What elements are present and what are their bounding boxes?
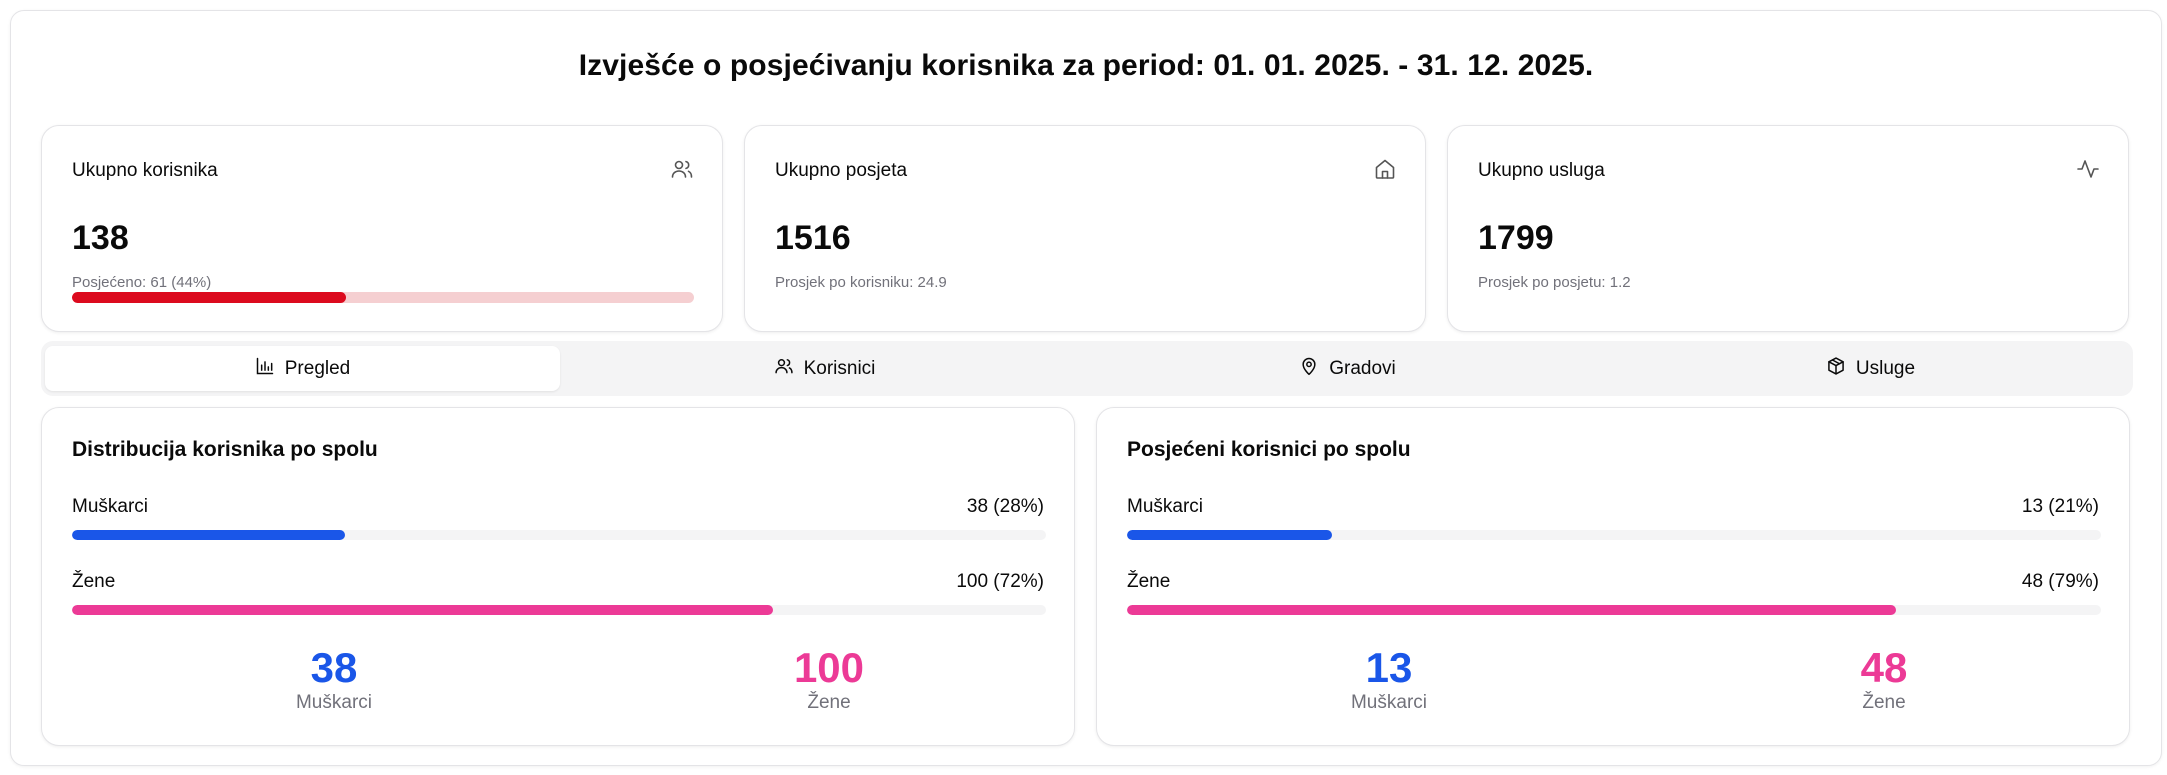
- male-bar-fill: [1127, 530, 1332, 540]
- tab-pregled[interactable]: Pregled: [45, 346, 560, 391]
- tab-usluge[interactable]: Usluge: [1613, 346, 2128, 391]
- page-title: Izvješće o posjećivanju korisnika za per…: [578, 49, 1594, 82]
- stat-value: 1516: [775, 219, 851, 257]
- panel-title: Posjećeni korisnici po spolu: [1127, 438, 1411, 461]
- male-total: 38: [310, 644, 358, 691]
- male-bar-fill: [72, 530, 345, 540]
- tab-label: Gradovi: [1329, 357, 1396, 379]
- panel-gender-distribution: Distribucija korisnika po spolu Muškarci…: [41, 407, 1075, 746]
- male-total: 13: [1365, 644, 1413, 691]
- female-total-label: Žene: [807, 692, 851, 713]
- female-label: Žene: [1127, 571, 1171, 592]
- female-value: 48 (79%): [2021, 571, 2099, 592]
- male-bar: [72, 530, 1046, 540]
- stat-subtext: Prosjek po korisniku: 24.9: [775, 274, 947, 291]
- male-value: 13 (21%): [2021, 496, 2099, 517]
- bar-chart-icon: [255, 356, 275, 382]
- tab-label: Korisnici: [803, 357, 876, 379]
- stat-card-total-users: Ukupno korisnika 138 Posjećeno: 61 (44%): [41, 125, 723, 332]
- stat-label: Ukupno korisnika: [72, 160, 218, 181]
- male-total-label: Muškarci: [1350, 692, 1427, 713]
- stat-subtext: Posjećeno: 61 (44%): [72, 274, 212, 291]
- female-total: 100: [793, 644, 865, 691]
- visited-progress-fill: [72, 292, 346, 303]
- users-icon: [670, 157, 694, 181]
- users-icon: [774, 356, 794, 382]
- female-value: 100 (72%): [956, 571, 1044, 592]
- male-label: Muškarci: [72, 496, 149, 517]
- female-label: Žene: [72, 571, 116, 592]
- female-bar: [1127, 605, 2101, 615]
- activity-icon: [2076, 157, 2100, 181]
- tab-gradovi[interactable]: Gradovi: [1090, 346, 1605, 391]
- panel-title: Distribucija korisnika po spolu: [72, 438, 378, 461]
- stat-value: 138: [72, 219, 129, 257]
- tab-label: Usluge: [1855, 357, 1916, 379]
- report-container: Izvješće o posjećivanju korisnika za per…: [10, 10, 2162, 766]
- female-bar-fill: [1127, 605, 1897, 615]
- map-pin-icon: [1299, 356, 1319, 382]
- stat-value: 1799: [1478, 219, 1554, 257]
- package-icon: [1826, 356, 1846, 382]
- female-total-label: Žene: [1862, 692, 1906, 713]
- tab-korisnici[interactable]: Korisnici: [567, 346, 1082, 391]
- stat-card-total-visits: Ukupno posjeta 1516 Prosjek po korisniku…: [744, 125, 1426, 332]
- male-label: Muškarci: [1127, 496, 1204, 517]
- stat-label: Ukupno posjeta: [775, 160, 908, 181]
- male-total-label: Muškarci: [295, 692, 372, 713]
- female-total: 48: [1860, 644, 1908, 691]
- visited-progress-bar: [72, 292, 694, 303]
- female-bar: [72, 605, 1046, 615]
- stat-label: Ukupno usluga: [1478, 160, 1605, 181]
- male-bar: [1127, 530, 2101, 540]
- panel-visited-by-gender: Posjećeni korisnici po spolu Muškarci 13…: [1096, 407, 2130, 746]
- tab-label: Pregled: [284, 357, 351, 379]
- stat-card-total-services: Ukupno usluga 1799 Prosjek po posjetu: 1…: [1447, 125, 2129, 332]
- female-bar-fill: [72, 605, 774, 615]
- tab-bar: Pregled Korisnici Gradovi: [41, 341, 2133, 396]
- stat-subtext: Prosjek po posjetu: 1.2: [1478, 274, 1631, 291]
- home-icon: [1373, 157, 1397, 181]
- male-value: 38 (28%): [966, 496, 1044, 517]
